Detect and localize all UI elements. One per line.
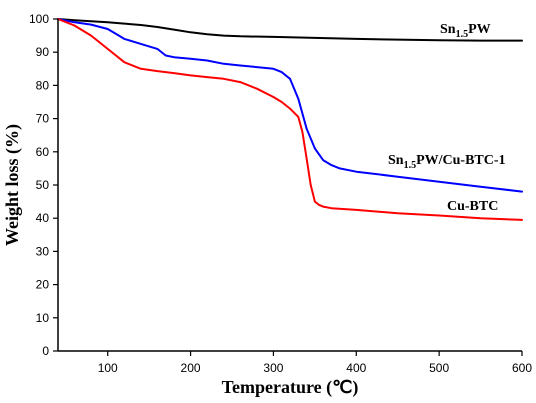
x-tick-label: 600 xyxy=(512,361,532,375)
x-tick-label: 200 xyxy=(181,361,201,375)
y-tick-label: 70 xyxy=(36,112,50,126)
x-tick-label: 100 xyxy=(98,361,118,375)
y-tick-label: 40 xyxy=(36,211,50,225)
y-tick-label: 10 xyxy=(36,311,50,325)
series-line-2 xyxy=(57,18,523,193)
y-axis-title: Weight loss (%) xyxy=(2,124,23,246)
ticks-layer: 0 10 20 30 40 50 60 70 80 90 100 100 200 300 400 500 600 xyxy=(29,12,532,375)
series-line-3 xyxy=(57,18,523,221)
y-tick-label: 0 xyxy=(42,344,49,358)
x-axis-title: Temperature (℃) xyxy=(222,377,359,398)
x-tick-label: 300 xyxy=(263,361,283,375)
y-tick-label: 20 xyxy=(36,278,50,292)
x-tick-label: 500 xyxy=(429,361,449,375)
series-label-2: Sn1.5PW/Cu-BTC-1 xyxy=(388,153,506,171)
y-tick-label: 90 xyxy=(36,45,50,59)
axes-layer xyxy=(57,19,522,352)
series-layer xyxy=(57,18,523,221)
x-tick-label: 400 xyxy=(346,361,366,375)
series-labels: Sn1.5PW Sn1.5PW/Cu-BTC-1 Cu-BTC xyxy=(388,22,506,214)
y-tick-label: 50 xyxy=(36,178,50,192)
y-tick-label: 30 xyxy=(36,244,50,258)
series-line-1 xyxy=(57,18,523,42)
y-tick-label: 100 xyxy=(29,12,49,26)
y-tick-label: 80 xyxy=(36,78,50,92)
series-label-1: Sn1.5PW xyxy=(440,22,491,40)
series-label-3: Cu-BTC xyxy=(447,199,498,214)
y-tick-label: 60 xyxy=(36,145,50,159)
